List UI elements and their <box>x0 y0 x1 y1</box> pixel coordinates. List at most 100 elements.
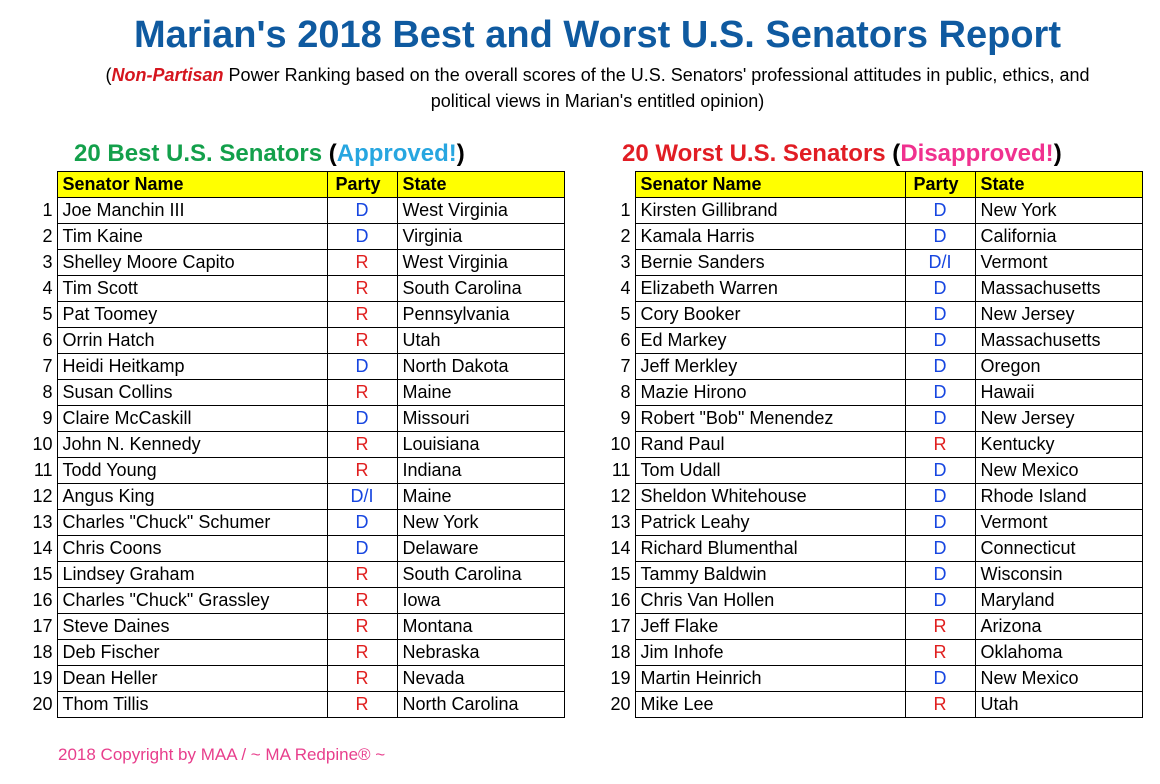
state-cell: New Mexico <box>974 457 1143 484</box>
party-cell: D <box>904 353 976 380</box>
party-cell: D <box>904 301 976 328</box>
rank-cell: 1 <box>20 197 57 224</box>
table-row: 15 Tammy Baldwin D Wisconsin <box>598 561 1143 588</box>
state-cell: Iowa <box>396 587 565 614</box>
rank-cell: 14 <box>598 535 635 562</box>
table-row: 5 Pat Toomey R Pennsylvania <box>20 301 565 328</box>
rank-cell: 13 <box>20 509 57 536</box>
party-cell: R <box>326 327 398 354</box>
table-row: 19 Dean Heller R Nevada <box>20 665 565 692</box>
party-cell: D/I <box>326 483 398 510</box>
senator-name-cell: Tammy Baldwin <box>634 561 906 588</box>
rank-cell: 5 <box>598 301 635 328</box>
state-cell: Maine <box>396 379 565 406</box>
senator-name-header: Senator Name <box>56 171 328 198</box>
party-cell: R <box>904 431 976 458</box>
subtitle-open-paren: ( <box>105 65 112 85</box>
state-cell: Vermont <box>974 509 1143 536</box>
worst-senators-table: Senator Name Party State 1 Kirsten Gillib… <box>598 171 1143 718</box>
state-cell: South Carolina <box>396 275 565 302</box>
party-cell: D <box>904 561 976 588</box>
rank-cell: 3 <box>598 249 635 276</box>
rank-cell: 15 <box>598 561 635 588</box>
table-row: 12 Sheldon Whitehouse D Rhode Island <box>598 483 1143 510</box>
party-header: Party <box>326 171 398 198</box>
senator-name-cell: Charles "Chuck" Schumer <box>56 509 328 536</box>
state-cell: North Carolina <box>396 691 565 718</box>
party-cell: D <box>904 587 976 614</box>
rank-cell: 15 <box>20 561 57 588</box>
party-cell: D <box>326 197 398 224</box>
senator-name-cell: Cory Booker <box>634 301 906 328</box>
senator-name-cell: Kamala Harris <box>634 223 906 250</box>
rank-cell: 16 <box>598 587 635 614</box>
rank-cell: 16 <box>20 587 57 614</box>
table-row: 1 Joe Manchin III D West Virginia <box>20 197 565 224</box>
table-row: 1 Kirsten Gillibrand D New York <box>598 197 1143 224</box>
copyright-footer: 2018 Copyright by MAA / ~ MA Redpine® ~ <box>58 745 386 764</box>
state-cell: Oregon <box>974 353 1143 380</box>
table-row: 10 Rand Paul R Kentucky <box>598 431 1143 458</box>
best-senators-table: Senator Name Party State 1 Joe Manchin II… <box>20 171 565 718</box>
state-cell: North Dakota <box>396 353 565 380</box>
party-cell: D <box>904 483 976 510</box>
senator-name-cell: Richard Blumenthal <box>634 535 906 562</box>
disapproved-label: Disapproved! <box>900 140 1054 167</box>
senator-name-cell: Chris Van Hollen <box>634 587 906 614</box>
party-cell: D <box>904 223 976 250</box>
party-cell: R <box>326 275 398 302</box>
party-cell: D <box>326 405 398 432</box>
state-cell: West Virginia <box>396 249 565 276</box>
state-cell: West Virginia <box>396 197 565 224</box>
senator-name-cell: Deb Fischer <box>56 639 328 666</box>
party-cell: D <box>904 327 976 354</box>
senator-name-cell: Mike Lee <box>634 691 906 718</box>
best-heading-open: ( <box>322 140 337 167</box>
worst-table-body: 1 Kirsten Gillibrand D New York 2 Kamala Harr… <box>598 197 1143 718</box>
party-header: Party <box>904 171 976 198</box>
rank-cell: 10 <box>20 431 57 458</box>
rank-header <box>598 171 635 198</box>
state-cell: Maine <box>396 483 565 510</box>
table-row: 14 Chris Coons D Delaware <box>20 535 565 562</box>
table-row: 7 Heidi Heitkamp D North Dakota <box>20 353 565 380</box>
senator-name-cell: Todd Young <box>56 457 328 484</box>
state-cell: New Jersey <box>974 405 1143 432</box>
rank-cell: 9 <box>20 405 57 432</box>
rank-cell: 8 <box>20 379 57 406</box>
party-cell: R <box>326 301 398 328</box>
party-cell: D <box>326 509 398 536</box>
party-cell: R <box>326 379 398 406</box>
table-row: 10 John N. Kennedy R Louisiana <box>20 431 565 458</box>
senator-name-cell: Jeff Flake <box>634 613 906 640</box>
state-cell: New Mexico <box>974 665 1143 692</box>
rank-cell: 10 <box>598 431 635 458</box>
rank-cell: 8 <box>598 379 635 406</box>
rank-cell: 2 <box>20 223 57 250</box>
state-cell: Connecticut <box>974 535 1143 562</box>
party-cell: D <box>904 535 976 562</box>
state-cell: Oklahoma <box>974 639 1143 666</box>
best-table-body: 1 Joe Manchin III D West Virginia 2 Tim Kaine… <box>20 197 565 718</box>
state-cell: Louisiana <box>396 431 565 458</box>
party-cell: D <box>326 535 398 562</box>
senator-name-cell: Patrick Leahy <box>634 509 906 536</box>
party-cell: R <box>326 639 398 666</box>
table-row: 9 Robert "Bob" Menendez D New Jersey <box>598 405 1143 432</box>
table-row: 6 Ed Markey D Massachusetts <box>598 327 1143 354</box>
table-row: 5 Cory Booker D New Jersey <box>598 301 1143 328</box>
state-cell: Arizona <box>974 613 1143 640</box>
senator-name-cell: Shelley Moore Capito <box>56 249 328 276</box>
party-cell: D <box>904 275 976 302</box>
party-cell: R <box>326 431 398 458</box>
state-cell: Indiana <box>396 457 565 484</box>
rank-cell: 14 <box>20 535 57 562</box>
state-cell: South Carolina <box>396 561 565 588</box>
state-header: State <box>974 171 1143 198</box>
table-row: 11 Tom Udall D New Mexico <box>598 457 1143 484</box>
rank-cell: 18 <box>20 639 57 666</box>
senator-name-cell: Orrin Hatch <box>56 327 328 354</box>
best-senators-heading: 20 Best U.S. Senators (Approved!) <box>74 140 465 168</box>
party-cell: R <box>326 249 398 276</box>
senator-name-cell: Rand Paul <box>634 431 906 458</box>
